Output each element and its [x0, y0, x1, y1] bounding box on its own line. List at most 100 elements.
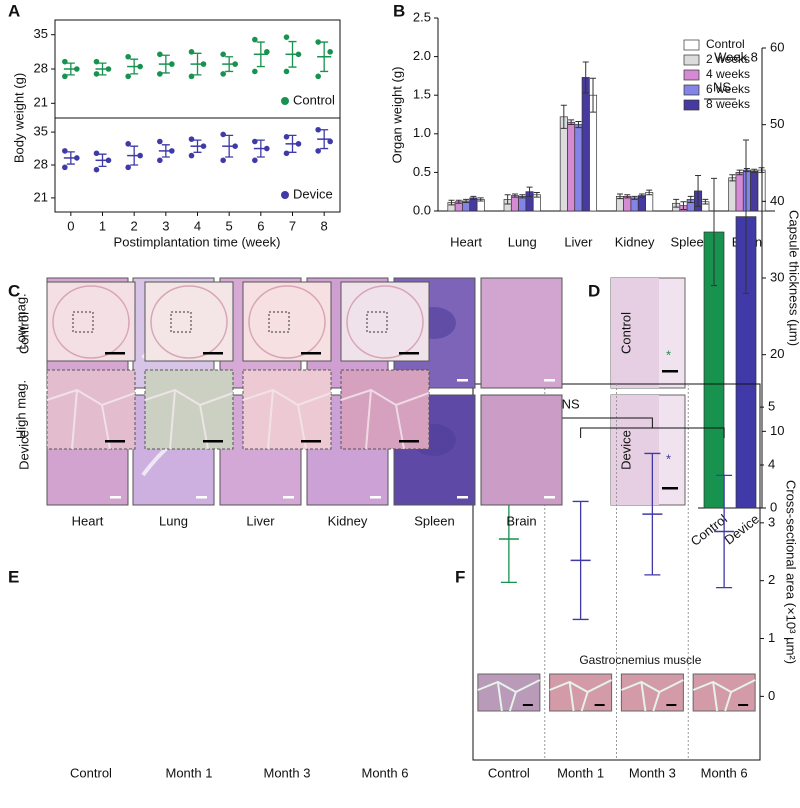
image-mark: *	[666, 451, 671, 466]
x-tick-label: Control	[488, 765, 530, 780]
error-bar	[320, 41, 329, 73]
data-point	[220, 51, 226, 58]
zoom-box	[366, 311, 388, 333]
error-bar	[736, 169, 743, 176]
error-bar	[225, 56, 234, 73]
data-point	[62, 148, 68, 154]
legend-swatch	[683, 84, 700, 96]
panel-letter: D	[588, 281, 600, 300]
panel-letter: C	[8, 281, 20, 300]
scale-bar	[662, 487, 678, 490]
y-tick-label: 0	[770, 499, 777, 514]
x-tick-label: 2	[131, 218, 138, 233]
data-point	[93, 166, 100, 173]
y-tick-label: 10	[770, 423, 784, 438]
panel-letter: E	[8, 567, 19, 586]
data-point	[93, 58, 100, 65]
error-bar	[687, 195, 694, 204]
error-bar	[575, 120, 582, 129]
zoom-box	[170, 311, 192, 333]
x-tick-label: 0	[67, 218, 74, 233]
bar	[728, 177, 737, 212]
bar	[581, 77, 590, 212]
column-label: Heart	[72, 513, 104, 528]
histology-image	[46, 281, 136, 362]
error-bar	[130, 145, 139, 166]
row-label: High mag.	[13, 380, 28, 439]
data-point	[327, 138, 333, 145]
scale-bar	[457, 379, 468, 382]
y-tick-label: 2	[768, 572, 775, 587]
data-point	[188, 49, 195, 55]
error-bar	[455, 199, 462, 204]
y-tick-label: 21	[34, 189, 48, 204]
x-tick-label: 8	[321, 218, 328, 233]
error-bar	[463, 198, 470, 204]
legend-label: 6 weeks	[706, 82, 750, 96]
inset-label: Gastrocnemius muscle	[579, 653, 701, 667]
data-point	[188, 73, 195, 80]
y-tick-label: 0.0	[413, 202, 431, 217]
y-tick-label: 3	[768, 514, 775, 529]
tissue-layer	[611, 395, 659, 505]
error-bar	[680, 201, 687, 210]
y-tick-label: 1.0	[413, 125, 431, 140]
error-bar	[130, 58, 139, 75]
error-bar	[624, 194, 631, 199]
data-point	[252, 36, 258, 43]
error-bar	[477, 197, 484, 202]
bar	[567, 121, 576, 212]
y-tick-label: 4	[768, 456, 775, 471]
data-point	[157, 51, 163, 58]
x-tick-label: Liver	[564, 234, 593, 249]
legend-swatch	[683, 54, 700, 66]
legend-label: Control	[293, 92, 335, 107]
scale-bar	[399, 440, 419, 443]
column-label: Month 6	[362, 765, 409, 780]
zoom-box	[72, 311, 94, 333]
data-point	[157, 138, 163, 145]
legend-label: Control	[706, 37, 745, 51]
image-mark: *	[666, 347, 671, 362]
y-tick-label: 0	[768, 688, 775, 703]
error-bar	[98, 153, 107, 168]
x-tick-label: 5	[226, 218, 233, 233]
error-bar	[673, 198, 680, 208]
legend-swatch	[683, 69, 700, 81]
histology-image	[46, 369, 136, 450]
muscle-fibers	[477, 679, 541, 712]
histology-image	[480, 277, 563, 389]
x-tick-label: 6	[257, 218, 264, 233]
error-bar	[729, 174, 736, 182]
histology-image	[340, 281, 430, 362]
histology-image	[144, 281, 234, 362]
legend-marker	[281, 191, 289, 199]
error-bar	[582, 61, 589, 94]
scale-bar	[203, 352, 223, 355]
row-label: Device	[16, 430, 31, 470]
bar	[750, 170, 759, 212]
scale-bar	[301, 352, 321, 355]
x-tick-label: 4	[194, 218, 201, 233]
data-point	[125, 53, 131, 60]
legend-label: Device	[293, 186, 333, 201]
y-tick-label: 28	[34, 156, 48, 171]
panel-letter: A	[8, 1, 20, 20]
error-bar	[560, 104, 567, 129]
error-bar	[711, 177, 717, 287]
error-bar	[644, 452, 661, 576]
y-tick-label: 0.5	[413, 164, 431, 179]
panel-letter: F	[455, 567, 465, 586]
data-point	[157, 71, 163, 77]
error-bar	[646, 189, 653, 196]
error-bar	[66, 151, 75, 165]
error-bar	[590, 77, 597, 113]
scale-bar	[203, 440, 223, 443]
error-bar	[288, 40, 297, 68]
error-bar	[616, 193, 623, 200]
scale-bar	[105, 352, 125, 355]
y-axis-label: Cross-sectional area (×10³ µm²)	[784, 480, 799, 664]
row-label: Control	[16, 312, 31, 354]
zoom-box	[268, 311, 290, 333]
scale-bar	[457, 496, 468, 499]
